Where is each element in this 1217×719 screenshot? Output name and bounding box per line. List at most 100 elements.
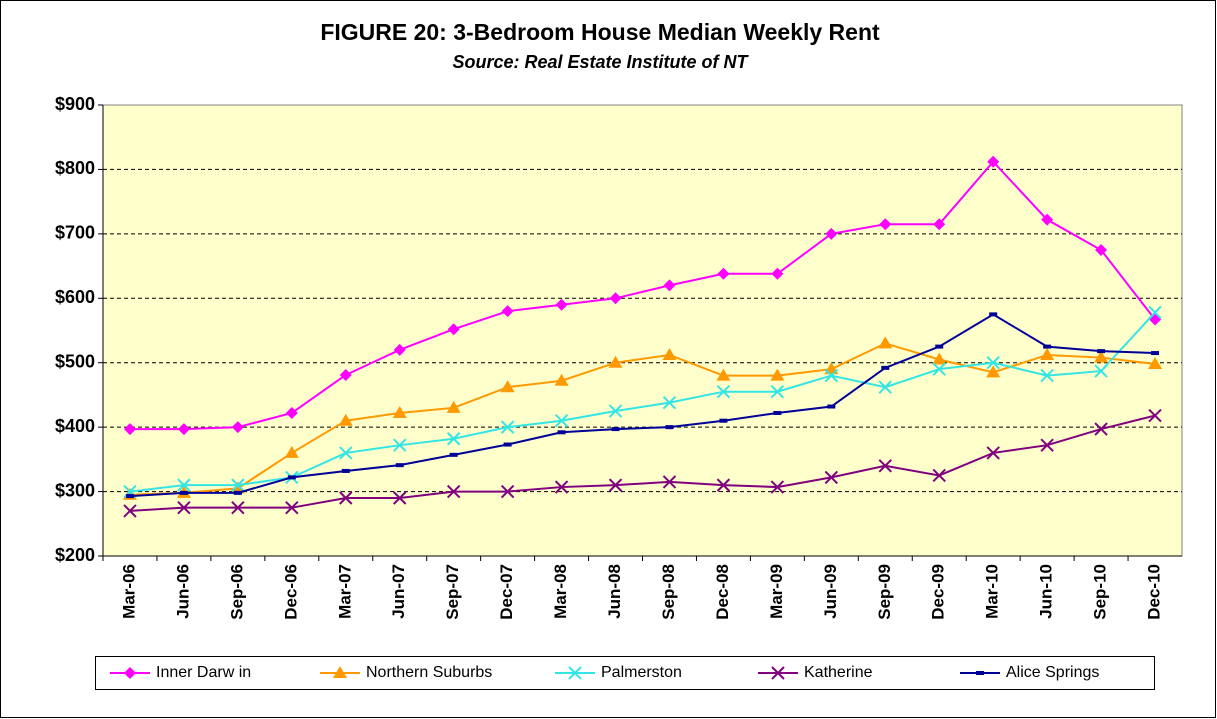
marker [986, 365, 1001, 378]
marker [825, 227, 838, 240]
marker [932, 352, 947, 365]
marker [554, 413, 569, 428]
marker [933, 218, 946, 231]
marker [1043, 344, 1052, 349]
marker [1097, 349, 1106, 354]
marker [935, 344, 944, 349]
marker [662, 395, 677, 410]
x-tick-label: Sep-10 [1091, 564, 1110, 620]
marker [177, 478, 191, 492]
x-tick-label: Mar-10 [983, 564, 1002, 619]
marker [231, 500, 245, 515]
marker [608, 355, 623, 368]
marker [1148, 305, 1162, 320]
x-tick-label: Dec-08 [713, 564, 732, 620]
series-line [129, 160, 1156, 431]
marker [231, 421, 244, 434]
series-line [129, 313, 1156, 498]
marker [770, 384, 785, 399]
marker [339, 446, 353, 460]
marker [447, 323, 460, 336]
marker [608, 404, 623, 418]
marker [932, 468, 946, 483]
marker [123, 423, 136, 436]
marker [393, 491, 407, 505]
marker [500, 380, 515, 393]
marker [393, 343, 406, 356]
x-tick-label: Dec-09 [929, 564, 948, 620]
marker [395, 463, 404, 468]
marker [555, 298, 568, 311]
marker [771, 666, 785, 680]
marker [557, 430, 566, 435]
marker [773, 410, 782, 415]
marker [986, 446, 1000, 460]
marker [1094, 350, 1109, 363]
chart-title: FIGURE 20: 3-Bedroom House Median Weekly… [320, 19, 880, 45]
marker [179, 490, 188, 495]
marker [717, 267, 730, 280]
marker [285, 500, 299, 515]
marker [881, 365, 890, 370]
y-tick-label: $400 [55, 416, 95, 436]
marker [284, 445, 299, 458]
marker [609, 292, 622, 305]
marker [878, 380, 892, 394]
x-tick-label: Dec-06 [281, 564, 300, 620]
x-tick-label: Mar-06 [119, 564, 138, 619]
marker [1095, 243, 1108, 256]
marker [1041, 213, 1054, 226]
marker [932, 362, 946, 376]
marker [1040, 368, 1054, 383]
marker [177, 423, 190, 436]
x-tick-label: Mar-08 [551, 564, 570, 619]
marker [1040, 347, 1055, 360]
marker [1151, 351, 1160, 356]
marker [662, 347, 677, 360]
marker [987, 155, 1000, 168]
y-tick-label: $900 [55, 94, 95, 114]
marker [503, 442, 512, 447]
marker [1040, 438, 1054, 452]
marker [446, 432, 461, 446]
x-tick-label: Jun-09 [821, 564, 840, 619]
marker [500, 420, 515, 434]
marker [554, 480, 569, 494]
y-tick-label: $500 [55, 351, 95, 371]
marker [339, 368, 352, 381]
marker [124, 667, 136, 679]
marker [1148, 357, 1163, 370]
marker [393, 438, 407, 452]
x-tick-label: Jun-06 [173, 564, 192, 619]
marker [986, 356, 1000, 370]
marker [770, 368, 785, 381]
marker [662, 475, 677, 489]
marker [1094, 422, 1108, 436]
marker [1148, 408, 1162, 423]
marker [1094, 364, 1108, 378]
marker [500, 484, 515, 499]
marker [989, 312, 998, 317]
marker [611, 427, 620, 432]
marker [976, 671, 984, 675]
marker [878, 459, 892, 473]
marker [338, 413, 353, 426]
marker [125, 494, 134, 499]
legend-label: Katherine [804, 664, 873, 681]
marker [568, 666, 582, 680]
legend-label: Palmerston [601, 664, 682, 681]
marker [827, 404, 836, 409]
marker [608, 478, 623, 492]
marker [233, 490, 242, 495]
marker [341, 468, 350, 473]
marker [554, 373, 569, 386]
marker [665, 425, 674, 430]
x-tick-label: Mar-09 [767, 564, 786, 619]
marker [824, 368, 839, 383]
x-tick-label: Dec-07 [497, 564, 516, 620]
marker [879, 218, 892, 231]
x-tick-label: Mar-07 [335, 564, 354, 619]
series-line [129, 311, 1156, 493]
x-tick-label: Jun-08 [605, 564, 624, 619]
